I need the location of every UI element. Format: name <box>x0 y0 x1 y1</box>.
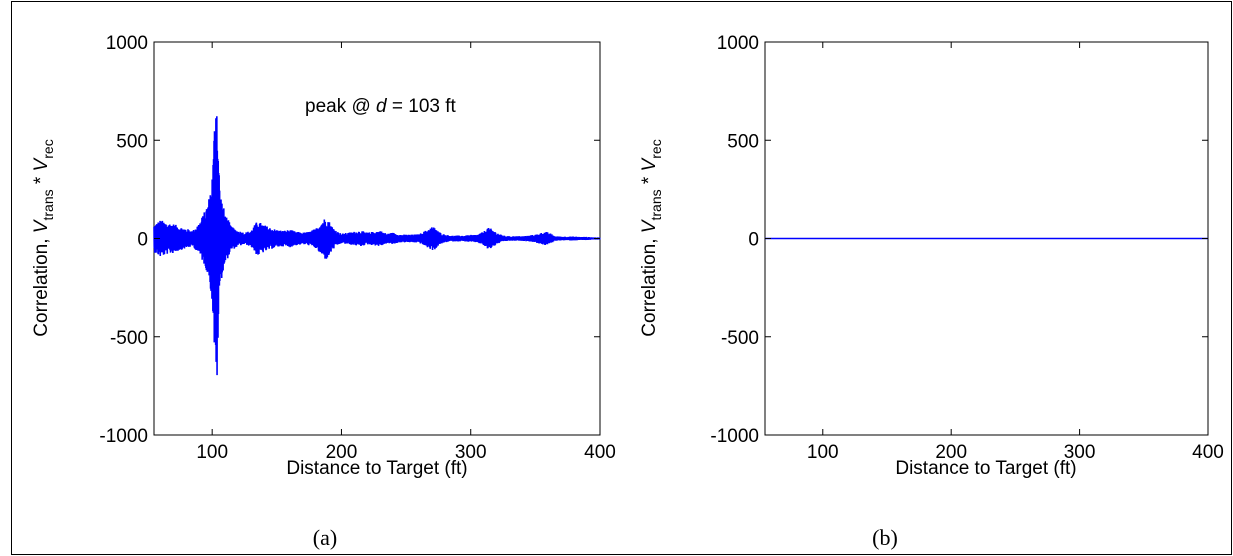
panel-a: 100 200 300 400 -1000 -500 0 500 1000 peak @ d =… <box>31 33 616 550</box>
x-tick-label-a-400: 400 <box>584 442 616 463</box>
y-tick-label-a-1000: 1000 <box>106 33 148 54</box>
peak-annotation: peak @ d = 103 ft <box>305 96 457 117</box>
figure-frame <box>11 1 1232 555</box>
y-tick-label-a--1000: -1000 <box>99 426 148 447</box>
caption-a: (a) <box>313 525 337 550</box>
series-line-a-0 <box>153 116 601 376</box>
panel-b: 100 200 300 400 -1000 -500 0 500 1000 Distance t… <box>639 33 1224 550</box>
x-tick-label-b-200: 200 <box>935 442 967 463</box>
caption-b: (b) <box>872 525 898 550</box>
y-tick-label-a-0: 0 <box>137 230 148 251</box>
x-tick-label-a-200: 200 <box>326 442 358 463</box>
x-tick-label-b-400: 400 <box>1192 442 1224 463</box>
y-tick-label-a--500: -500 <box>110 328 148 349</box>
x-axis-label-b: Distance to Target (ft) <box>895 458 1076 479</box>
y-tick-label-b--500: -500 <box>721 328 759 349</box>
ticks-b: 100 200 300 400 -1000 -500 0 500 1000 <box>710 33 1223 463</box>
y-axis-label-b: Correlation, Vtrans * Vrec <box>639 139 664 336</box>
y-tick-label-b-500: 500 <box>727 131 759 152</box>
y-tick-label-b-0: 0 <box>748 230 759 251</box>
plot-area-a <box>153 116 601 376</box>
y-tick-label-a-500: 500 <box>116 131 148 152</box>
x-axis-label-a: Distance to Target (ft) <box>286 458 467 479</box>
x-tick-label-b-300: 300 <box>1064 442 1096 463</box>
x-tick-label-b-100: 100 <box>807 442 839 463</box>
x-tick-label-a-300: 300 <box>455 442 487 463</box>
x-tick-label-a-100: 100 <box>196 442 228 463</box>
y-axis-label-a: Correlation, Vtrans * Vrec <box>31 139 56 336</box>
y-tick-label-b-1000: 1000 <box>717 33 759 54</box>
ticks-a: 100 200 300 400 -1000 -500 0 500 1000 <box>99 33 615 463</box>
y-tick-label-b--1000: -1000 <box>710 426 759 447</box>
